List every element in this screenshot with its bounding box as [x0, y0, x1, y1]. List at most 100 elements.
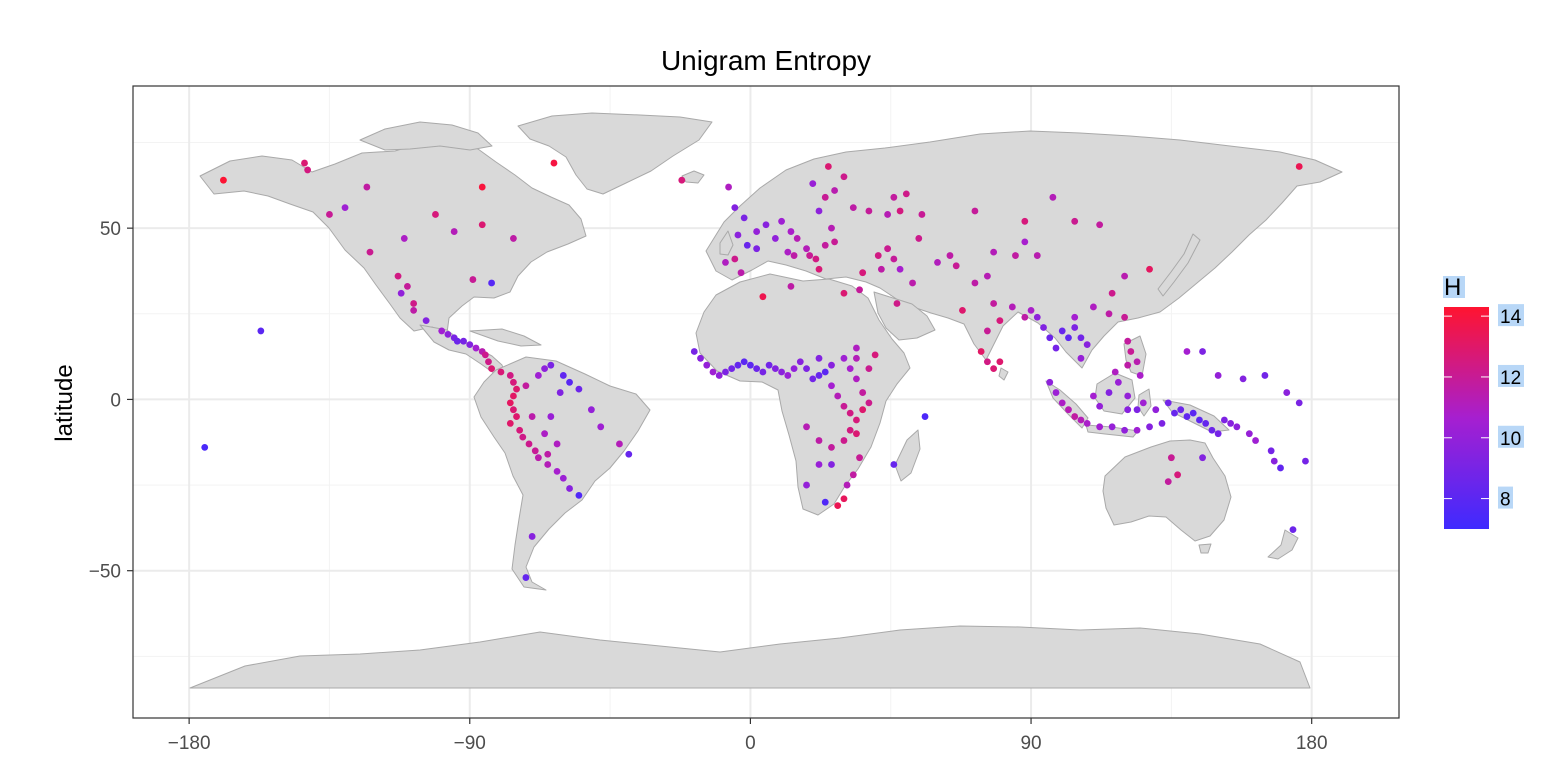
- language-point: [1124, 392, 1132, 400]
- language-point: [1071, 313, 1079, 321]
- language-point: [510, 378, 517, 386]
- language-point: [1183, 348, 1191, 355]
- language-point: [778, 217, 785, 225]
- language-point: [1167, 454, 1175, 462]
- language-point: [575, 385, 583, 393]
- language-point: [1277, 464, 1284, 472]
- language-point: [809, 375, 817, 383]
- language-point: [1090, 303, 1097, 311]
- language-point: [765, 361, 773, 369]
- legend-ticks: 8 10 12 14: [1444, 304, 1524, 511]
- language-point: [201, 443, 209, 451]
- language-point: [566, 378, 573, 386]
- language-point: [1127, 348, 1135, 355]
- language-point: [840, 173, 848, 181]
- language-point: [1083, 420, 1091, 427]
- language-point: [1096, 221, 1104, 229]
- language-point: [983, 358, 991, 366]
- japan-landmass: [1157, 233, 1201, 297]
- language-point: [522, 382, 530, 390]
- language-point: [1111, 368, 1119, 376]
- language-point: [790, 365, 798, 373]
- language-point: [1090, 392, 1097, 400]
- australia-landmass: [1102, 439, 1232, 542]
- language-point: [846, 365, 854, 373]
- language-point: [528, 533, 536, 540]
- language-point: [909, 279, 916, 287]
- language-point: [762, 221, 770, 229]
- language-point: [1121, 313, 1128, 321]
- language-point: [1049, 193, 1057, 201]
- language-point: [528, 413, 536, 420]
- language-point: [481, 351, 489, 359]
- language-point: [737, 269, 745, 277]
- british-isles: [719, 230, 734, 256]
- language-point: [366, 248, 374, 256]
- language-point: [722, 368, 729, 376]
- language-point: [828, 461, 835, 468]
- language-point: [1133, 426, 1141, 434]
- legend-label-highlight: [1498, 425, 1524, 448]
- language-point: [1058, 327, 1066, 335]
- language-point: [853, 430, 860, 438]
- x-tick-label: 180: [1296, 733, 1328, 754]
- language-point: [1189, 409, 1197, 417]
- language-point: [806, 252, 814, 259]
- data-points: [201, 159, 1309, 581]
- language-point: [1071, 413, 1079, 420]
- language-point: [828, 361, 835, 369]
- language-point: [890, 193, 898, 201]
- language-point: [821, 368, 829, 376]
- language-point: [874, 252, 882, 259]
- language-point: [759, 293, 767, 301]
- language-point: [510, 392, 517, 400]
- language-point: [831, 187, 839, 194]
- new-zealand-landmass: [1267, 529, 1299, 560]
- tasmania-landmass: [1198, 543, 1212, 554]
- language-point: [410, 306, 418, 314]
- language-point: [809, 180, 817, 188]
- map-panel: [132, 85, 1400, 719]
- language-point: [1239, 375, 1247, 383]
- language-point: [859, 389, 867, 396]
- language-point: [1021, 238, 1029, 246]
- language-point: [394, 272, 402, 280]
- language-point: [859, 269, 867, 277]
- language-point: [977, 348, 985, 355]
- language-point: [466, 341, 474, 349]
- language-point: [778, 368, 785, 376]
- language-point: [460, 337, 467, 345]
- language-point: [703, 361, 711, 369]
- y-tick-label: 0: [110, 390, 121, 411]
- language-point: [731, 204, 739, 212]
- language-point: [410, 300, 418, 307]
- language-point: [1027, 306, 1035, 314]
- language-point: [488, 365, 495, 373]
- language-point: [1202, 420, 1210, 427]
- language-point: [513, 385, 520, 393]
- language-point: [728, 365, 736, 373]
- language-point: [444, 330, 452, 338]
- language-point: [1133, 358, 1141, 366]
- language-point: [715, 372, 723, 379]
- language-point: [697, 354, 704, 362]
- language-point: [896, 265, 904, 273]
- language-point: [1252, 437, 1259, 444]
- language-point: [1114, 378, 1122, 386]
- language-point: [853, 375, 860, 383]
- language-point: [301, 159, 308, 167]
- language-point: [597, 423, 605, 431]
- language-point: [1121, 272, 1128, 280]
- language-point: [1174, 471, 1182, 479]
- sri-lanka-landmass: [998, 367, 1009, 381]
- language-point: [397, 289, 405, 297]
- language-point: [1199, 454, 1206, 462]
- language-point: [400, 235, 408, 242]
- language-point: [915, 235, 923, 242]
- language-point: [743, 241, 751, 249]
- language-point: [587, 406, 595, 414]
- language-point: [625, 450, 633, 458]
- language-point: [1021, 217, 1029, 225]
- y-axis-title: latitude: [51, 364, 78, 441]
